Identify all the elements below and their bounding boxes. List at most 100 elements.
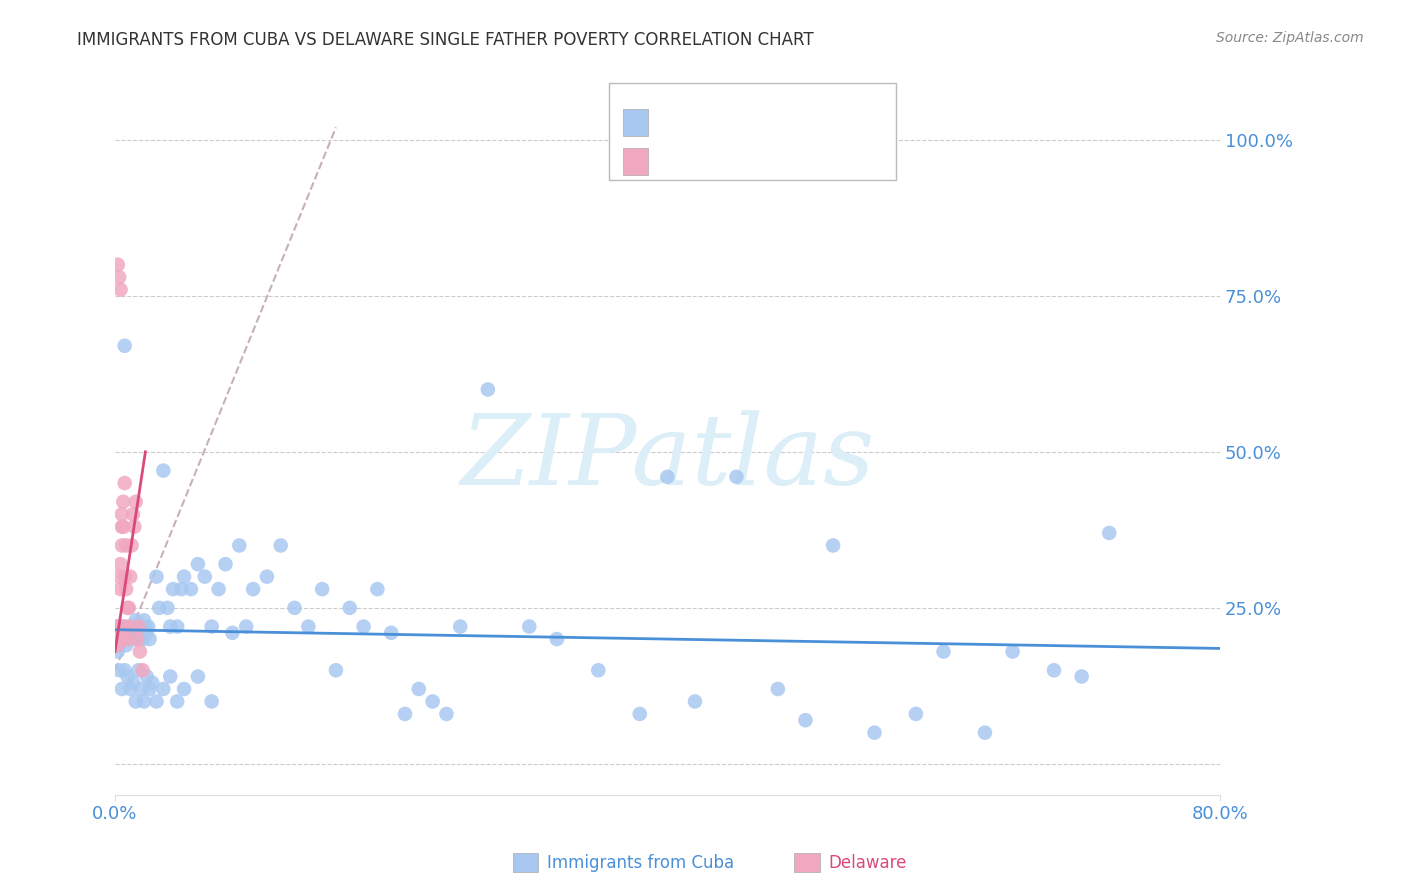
Point: [173, 569, 195, 583]
Point: [422, 694, 444, 708]
Text: N = 102: N = 102: [778, 113, 852, 131]
Point: [115, 582, 138, 596]
Point: [121, 538, 143, 552]
Point: [128, 619, 150, 633]
Text: R = -0.037: R = -0.037: [657, 113, 754, 131]
Point: [110, 582, 132, 596]
Point: [108, 663, 131, 677]
Point: [242, 582, 264, 596]
Point: [110, 557, 132, 571]
Point: [156, 600, 179, 615]
Point: [118, 619, 141, 633]
Point: [117, 600, 139, 615]
Point: [121, 625, 143, 640]
Point: [122, 632, 145, 646]
Point: [118, 632, 141, 646]
Point: [725, 470, 748, 484]
Point: [477, 383, 499, 397]
Point: [148, 600, 170, 615]
Point: [128, 663, 150, 677]
Point: [145, 694, 167, 708]
Text: N =  35: N = 35: [778, 153, 845, 170]
Point: [145, 569, 167, 583]
Point: [766, 681, 789, 696]
Point: [131, 632, 153, 646]
Point: [108, 625, 131, 640]
Point: [122, 675, 145, 690]
Point: [1001, 644, 1024, 658]
Point: [166, 694, 188, 708]
Point: [235, 619, 257, 633]
Point: [117, 632, 139, 646]
Point: [114, 619, 136, 633]
Point: [166, 619, 188, 633]
Point: [138, 681, 160, 696]
Point: [129, 681, 152, 696]
Point: [904, 706, 927, 721]
Point: [325, 663, 347, 677]
Point: [436, 706, 458, 721]
Point: [128, 644, 150, 658]
Point: [823, 538, 845, 552]
Point: [311, 582, 333, 596]
Point: [112, 495, 135, 509]
Point: [187, 669, 209, 683]
Point: [152, 681, 174, 696]
Point: [932, 644, 955, 658]
Point: [129, 625, 152, 640]
Point: [546, 632, 568, 646]
Point: [110, 283, 132, 297]
Point: [112, 619, 135, 633]
Point: [107, 638, 129, 652]
Point: [270, 538, 292, 552]
Point: [135, 669, 157, 683]
Point: [110, 619, 132, 633]
Point: [111, 632, 134, 646]
Point: [173, 681, 195, 696]
Point: [132, 613, 155, 627]
Point: [115, 538, 138, 552]
Point: [256, 569, 278, 583]
Point: [111, 681, 134, 696]
Point: [152, 464, 174, 478]
Point: [588, 663, 610, 677]
Text: IMMIGRANTS FROM CUBA VS DELAWARE SINGLE FATHER POVERTY CORRELATION CHART: IMMIGRANTS FROM CUBA VS DELAWARE SINGLE …: [77, 31, 814, 49]
Point: [114, 663, 136, 677]
Point: [127, 625, 149, 640]
Point: [125, 613, 148, 627]
Point: [170, 582, 193, 596]
Point: [449, 619, 471, 633]
Text: R =  0.399: R = 0.399: [657, 153, 754, 170]
Point: [114, 476, 136, 491]
Point: [408, 681, 430, 696]
Point: [201, 694, 224, 708]
Point: [107, 644, 129, 658]
Point: [683, 694, 706, 708]
Point: [380, 625, 402, 640]
Point: [366, 582, 388, 596]
Point: [339, 600, 361, 615]
Point: [127, 632, 149, 646]
Point: [194, 569, 217, 583]
Point: [159, 669, 181, 683]
Point: [794, 713, 817, 727]
Point: [138, 632, 160, 646]
Point: [124, 619, 146, 633]
Point: [112, 520, 135, 534]
Point: [187, 557, 209, 571]
Point: [112, 625, 135, 640]
Point: [105, 619, 128, 633]
Point: [120, 569, 142, 583]
Point: [180, 582, 202, 596]
Point: [122, 508, 145, 522]
Point: [125, 495, 148, 509]
Point: [108, 625, 131, 640]
Point: [128, 632, 150, 646]
Point: [135, 625, 157, 640]
Point: [112, 632, 135, 646]
Point: [353, 619, 375, 633]
Point: [111, 508, 134, 522]
Point: [108, 270, 131, 285]
Text: Delaware: Delaware: [828, 854, 907, 871]
Point: [118, 600, 141, 615]
